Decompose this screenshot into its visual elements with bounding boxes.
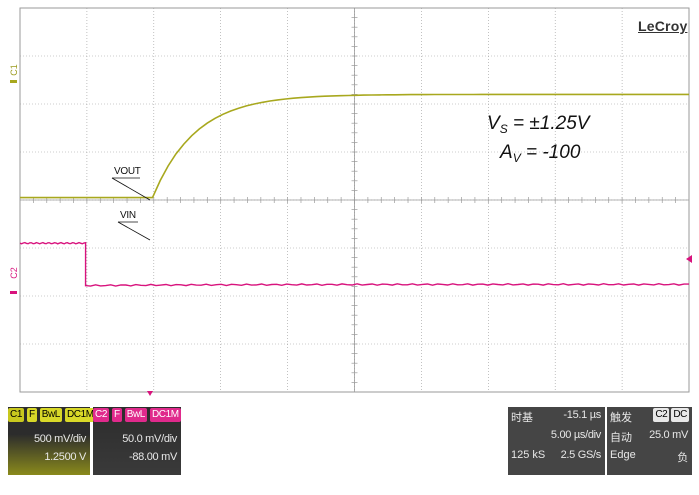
ch2-tag: C2 (93, 408, 109, 422)
vin-leader (117, 221, 151, 241)
timebase-title: 时基 (511, 412, 533, 424)
ch1-offset: 1.2500 V (44, 451, 86, 463)
trigger-type: Edge (610, 449, 636, 461)
channel-1-panel[interactable]: C1 F BwL DC1M 500 mV/div 1.2500 V (8, 407, 96, 475)
ch2-scale: 50.0 mV/div (122, 433, 177, 445)
trigger-mode: 自动 (610, 432, 632, 444)
trigger-title: 触发 (610, 412, 632, 424)
trigger-slope: 负 (677, 452, 688, 464)
trigger-source-badge: C2 (653, 408, 670, 422)
supply-voltage-annotation: VS = ±1.25V (487, 113, 590, 136)
channel-2-panel[interactable]: C2 F BwL DC1M 50.0 mV/div -88.00 mV (93, 407, 181, 475)
ch2-filter-badge: F (111, 408, 122, 422)
gain-annotation: AV = -100 (500, 142, 581, 165)
trigger-level: 25.0 mV (649, 429, 688, 441)
ch2-bwl-badge: BwL (124, 408, 147, 422)
ch1-bwl-badge: BwL (39, 408, 62, 422)
vout-leader (111, 177, 151, 201)
trigger-panel[interactable]: 触发 C2 DC 自动 25.0 mV Edge 负 (607, 407, 692, 475)
vout-label: VOUT (114, 166, 141, 177)
ch2-ground-marker (10, 291, 17, 294)
ch2-coupling-badge: DC1M (149, 408, 181, 422)
timebase-delay: -15.1 µs (563, 409, 601, 421)
timebase-rate: 2.5 GS/s (560, 449, 602, 461)
timebase-scale: 5.00 µs/div (550, 429, 601, 441)
ch1-scale: 500 mV/div (33, 433, 86, 445)
c2-marker: C2 (8, 267, 19, 279)
ch1-ground-marker (10, 80, 17, 83)
lecroy-logo: LeCroy (638, 18, 688, 34)
vin-trace (19, 241, 689, 287)
vout-trace (20, 93, 689, 199)
timebase-panel[interactable]: 时基 -15.1 µs 5.00 µs/div 125 kS 2.5 GS/s (508, 407, 605, 475)
scope-display (10, 7, 692, 396)
trigger-level-marker (686, 255, 692, 263)
trigger-coupling-badge: DC (671, 408, 689, 422)
ch2-offset: -88.00 mV (128, 451, 177, 463)
ch1-filter-badge: F (26, 408, 37, 422)
ch1-coupling-badge: DC1M (64, 408, 96, 422)
timebase-samples: 125 kS (511, 449, 546, 461)
c1-marker: C1 (8, 64, 19, 76)
vin-label: VIN (120, 210, 136, 221)
ch1-tag: C1 (8, 408, 24, 422)
trigger-position-marker (147, 391, 153, 396)
